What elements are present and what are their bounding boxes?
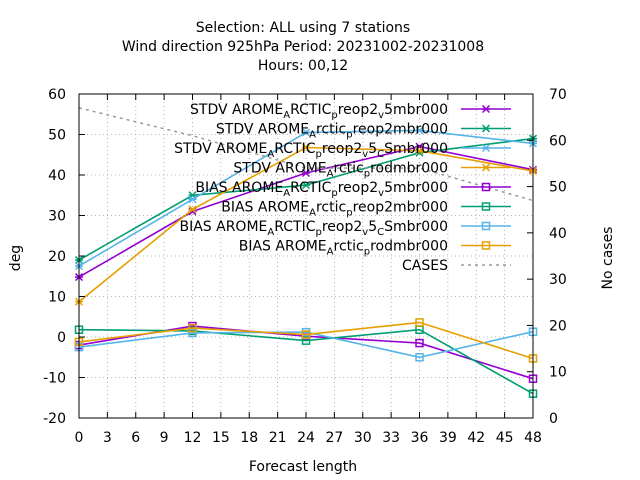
legend-label: BIAS AROMEArcticpreop2mbr000 <box>221 200 448 219</box>
x-tick-label: 18 <box>240 430 258 446</box>
y2-tick-label: 20 <box>549 318 567 334</box>
cross-marker <box>301 143 311 152</box>
y-tick-label: 50 <box>48 128 66 144</box>
cross-marker <box>481 163 491 172</box>
cross-marker <box>415 146 424 155</box>
series-line <box>78 330 534 359</box>
y2-tick-label: 30 <box>549 272 567 288</box>
series-8 <box>78 107 534 202</box>
y-tick-label: 20 <box>48 249 66 265</box>
y2-tick-label: 10 <box>549 365 567 381</box>
cross-marker <box>481 124 491 133</box>
x-tick-label: 21 <box>269 430 287 446</box>
cross-marker <box>301 128 311 137</box>
cross-marker <box>481 104 491 114</box>
square-marker <box>301 336 311 345</box>
title-line: Hours: 00,12 <box>258 58 348 74</box>
series-line <box>78 321 534 360</box>
x-tick-label: 42 <box>467 430 485 446</box>
axis-ticks: 0 3 6 9 12 15 18 21 24 27 30 33 36 39 42 45 48-20-100102… <box>43 87 567 446</box>
y-tick-label: -20 <box>43 411 66 427</box>
x-tick-label: 3 <box>103 430 112 446</box>
square-marker <box>188 323 197 333</box>
legend-label: BIAS AROMEARCTICpreop2v5mbr000 <box>195 180 448 199</box>
legend-label: STDV AROMEArcticpreop2mbr000 <box>216 122 448 141</box>
x-tick-label: 6 <box>131 430 140 446</box>
series-line <box>78 328 534 395</box>
square-marker <box>415 318 424 327</box>
legend-item: STDV AROMEARCTICpreop2v5mbr000 <box>190 102 511 121</box>
x-tick-label: 39 <box>439 430 457 446</box>
cross-marker <box>301 181 311 190</box>
series-layer <box>74 107 538 398</box>
legend-item: BIAS AROMEARCTICpreop2v5mbr000 <box>195 180 511 199</box>
y2-tick-label: 60 <box>549 133 567 149</box>
square-marker <box>481 182 491 192</box>
legend-label: BIAS AROMEArcticprodmbr000 <box>239 239 448 258</box>
cross-marker <box>188 205 197 214</box>
y2-tick-label: 40 <box>549 226 567 242</box>
cross-marker <box>415 126 424 135</box>
title-line: Selection: ALL using 7 stations <box>196 20 410 36</box>
y-tick-label: 40 <box>48 168 66 184</box>
square-marker <box>188 328 197 338</box>
x-tick-label: 33 <box>382 430 400 446</box>
x-tick-label: 27 <box>325 430 343 446</box>
square-marker <box>301 330 311 339</box>
x-tick-label: 48 <box>524 430 542 446</box>
y-tick-label: 60 <box>48 87 66 103</box>
x-tick-label: 36 <box>411 430 429 446</box>
cross-marker <box>481 143 491 153</box>
square-marker <box>481 221 491 231</box>
y-tick-label: 30 <box>48 209 66 225</box>
square-marker <box>415 338 424 348</box>
square-marker <box>481 202 491 211</box>
y-tick-label: 0 <box>57 330 66 346</box>
legend-item: BIAS AROMEArcticprodmbr000 <box>239 239 511 258</box>
legend-label: BIAS AROMEARCTICpreop2v5CSmbr000 <box>179 219 448 238</box>
square-marker <box>415 353 424 362</box>
x-tick-label: 15 <box>212 430 230 446</box>
series-line <box>78 107 534 202</box>
legend-item: BIAS AROMEArcticpreop2mbr000 <box>221 200 511 219</box>
legend-item: BIAS AROMEARCTICpreop2v5CSmbr000 <box>179 219 511 238</box>
legend-label: STDV AROMEARCTICpreop2v5mbr000 <box>190 102 448 121</box>
x-tick-label: 30 <box>354 430 372 446</box>
x-tick-label: 9 <box>160 430 169 446</box>
chart-title: Selection: ALL using 7 stations Wind dire… <box>122 20 484 74</box>
x-tick-label: 24 <box>297 430 315 446</box>
title-line: Wind direction 925hPa Period: 20231002-2… <box>122 39 484 55</box>
y-tick-label: 10 <box>48 290 66 306</box>
legend-label: STDV AROMEARCTICpreop2v5CSmbr000 <box>174 141 448 160</box>
y2-tick-label: 0 <box>549 411 558 427</box>
y-tick-label: -10 <box>43 371 66 387</box>
legend-item: STDV AROMEARCTICpreop2v5CSmbr000 <box>174 141 511 160</box>
y2-tick-label: 70 <box>549 87 567 103</box>
legend-item: STDV AROMEArcticprodmbr000 <box>233 161 511 180</box>
legend-label: CASES <box>402 258 448 274</box>
y-axis-label: deg <box>8 245 24 271</box>
cross-marker <box>301 168 311 178</box>
legend-label: STDV AROMEArcticprodmbr000 <box>233 161 448 180</box>
x-tick-label: 45 <box>496 430 514 446</box>
cross-marker <box>188 195 197 204</box>
x-tick-label: 0 <box>75 430 84 446</box>
legend-item: STDV AROMEArcticpreop2mbr000 <box>216 122 511 141</box>
square-marker <box>481 241 491 250</box>
legend-item: CASES <box>402 258 511 274</box>
x-axis-label: Forecast length <box>249 459 357 475</box>
y2-axis-label: No cases <box>600 227 616 290</box>
y2-tick-label: 50 <box>549 180 567 196</box>
x-tick-label: 12 <box>184 430 202 446</box>
